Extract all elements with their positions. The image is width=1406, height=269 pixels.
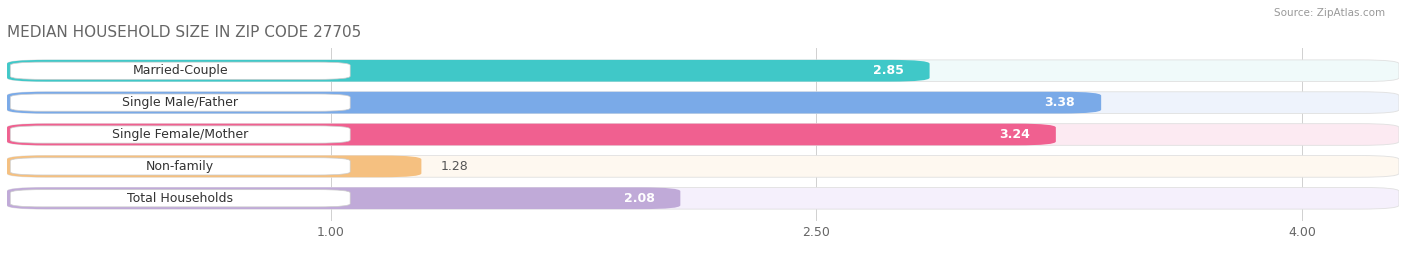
Text: Source: ZipAtlas.com: Source: ZipAtlas.com [1274, 8, 1385, 18]
FancyBboxPatch shape [7, 124, 1056, 145]
FancyBboxPatch shape [10, 190, 350, 207]
FancyBboxPatch shape [7, 155, 1399, 177]
Text: Single Female/Mother: Single Female/Mother [112, 128, 249, 141]
FancyBboxPatch shape [7, 187, 1399, 209]
FancyBboxPatch shape [7, 92, 1399, 114]
FancyBboxPatch shape [7, 124, 1399, 145]
Text: MEDIAN HOUSEHOLD SIZE IN ZIP CODE 27705: MEDIAN HOUSEHOLD SIZE IN ZIP CODE 27705 [7, 25, 361, 40]
FancyBboxPatch shape [7, 60, 1399, 82]
FancyBboxPatch shape [10, 62, 350, 79]
Text: 3.38: 3.38 [1045, 96, 1076, 109]
Text: Non-family: Non-family [146, 160, 214, 173]
Text: 2.85: 2.85 [873, 64, 904, 77]
FancyBboxPatch shape [7, 60, 929, 82]
Text: Married-Couple: Married-Couple [132, 64, 228, 77]
FancyBboxPatch shape [10, 158, 350, 175]
Text: Single Male/Father: Single Male/Father [122, 96, 238, 109]
FancyBboxPatch shape [10, 94, 350, 111]
Text: 3.24: 3.24 [1000, 128, 1031, 141]
FancyBboxPatch shape [7, 92, 1101, 114]
Text: Total Households: Total Households [127, 192, 233, 205]
FancyBboxPatch shape [7, 155, 422, 177]
Text: 1.28: 1.28 [441, 160, 468, 173]
FancyBboxPatch shape [10, 126, 350, 143]
Text: 2.08: 2.08 [624, 192, 654, 205]
FancyBboxPatch shape [7, 187, 681, 209]
